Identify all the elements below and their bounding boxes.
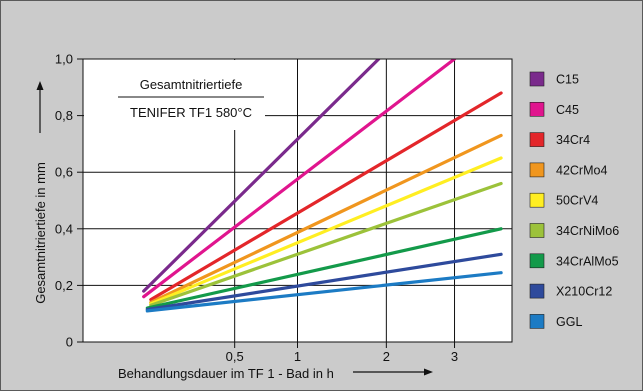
inset-background bbox=[84, 60, 265, 130]
y-axis-arrow-icon bbox=[36, 81, 44, 133]
inset-label-box: Gesamtnitriertiefe TENIFER TF1 580°C bbox=[84, 60, 265, 130]
legend-label-34crnimo6: 34CrNiMo6 bbox=[556, 224, 619, 238]
legend-label-ggl: GGL bbox=[556, 315, 582, 329]
legend-swatch-34cr4 bbox=[529, 132, 545, 147]
series-line-42crmo4 bbox=[149, 133, 503, 304]
legend-label-c45: C45 bbox=[556, 103, 579, 117]
x-tick-label: 3 bbox=[451, 349, 458, 364]
y-tick-label: 0,2 bbox=[55, 278, 73, 293]
legend-label-50crv4: 50CrV4 bbox=[556, 194, 598, 208]
chart-subtitle: TENIFER TF1 580°C bbox=[130, 105, 252, 120]
y-tick-label: 0,4 bbox=[55, 221, 73, 236]
y-tick-label: 0,6 bbox=[55, 165, 73, 180]
chart-title: Gesamtnitriertiefe bbox=[140, 77, 243, 92]
legend-swatch-34crnimo6 bbox=[529, 223, 545, 238]
x-axis-title: Behandlungsdauer im TF 1 - Bad in h bbox=[118, 366, 334, 381]
legend-label-x210cr12: X210Cr12 bbox=[556, 285, 612, 299]
y-axis-title: Gesamtnitriertiefe in mm bbox=[33, 162, 48, 304]
y-tick-label: 0,8 bbox=[55, 108, 73, 123]
legend-label-34cr4: 34Cr4 bbox=[556, 133, 590, 147]
legend-swatch-50crv4 bbox=[529, 192, 545, 208]
legend-swatch-42crmo4 bbox=[529, 162, 545, 178]
legend-swatch-34cralmo5 bbox=[529, 253, 545, 269]
series-lines bbox=[142, 59, 503, 313]
series-line-c45 bbox=[142, 59, 457, 299]
y-axis-ticks: 0 0,2 0,4 0,6 0,8 1,0 bbox=[55, 52, 83, 350]
series-line-34crnimo6 bbox=[149, 181, 503, 307]
x-axis-arrow-icon bbox=[353, 368, 433, 376]
legend-label-42crmo4: 42CrMo4 bbox=[556, 163, 607, 177]
series-line-34cr4 bbox=[149, 91, 503, 302]
legend: C15 C45 34Cr4 42CrMo4 50CrV4 34CrNiMo6 34CrAlM… bbox=[529, 71, 619, 329]
legend-swatch-c15 bbox=[529, 71, 545, 87]
legend-swatch-ggl bbox=[529, 314, 545, 329]
legend-swatch-c45 bbox=[529, 102, 545, 117]
series-line-50crv4 bbox=[149, 156, 503, 306]
x-axis-ticks: 0,5 1 2 3 bbox=[226, 342, 458, 364]
legend-swatch-x210cr12 bbox=[529, 283, 545, 299]
series-line-c15 bbox=[142, 59, 381, 293]
y-tick-label: 1,0 bbox=[55, 52, 73, 67]
y-tick-label: 0 bbox=[66, 335, 73, 350]
x-tick-label: 2 bbox=[383, 349, 390, 364]
series-line-34cralmo5 bbox=[145, 227, 503, 310]
x-tick-label: 1 bbox=[294, 349, 301, 364]
legend-label-34cralmo5: 34CrAlMo5 bbox=[556, 254, 619, 268]
legend-label-c15: C15 bbox=[556, 73, 579, 87]
series-line-ggl bbox=[145, 271, 503, 313]
series-line-x210cr12 bbox=[145, 252, 503, 312]
x-tick-label: 0,5 bbox=[226, 349, 244, 364]
